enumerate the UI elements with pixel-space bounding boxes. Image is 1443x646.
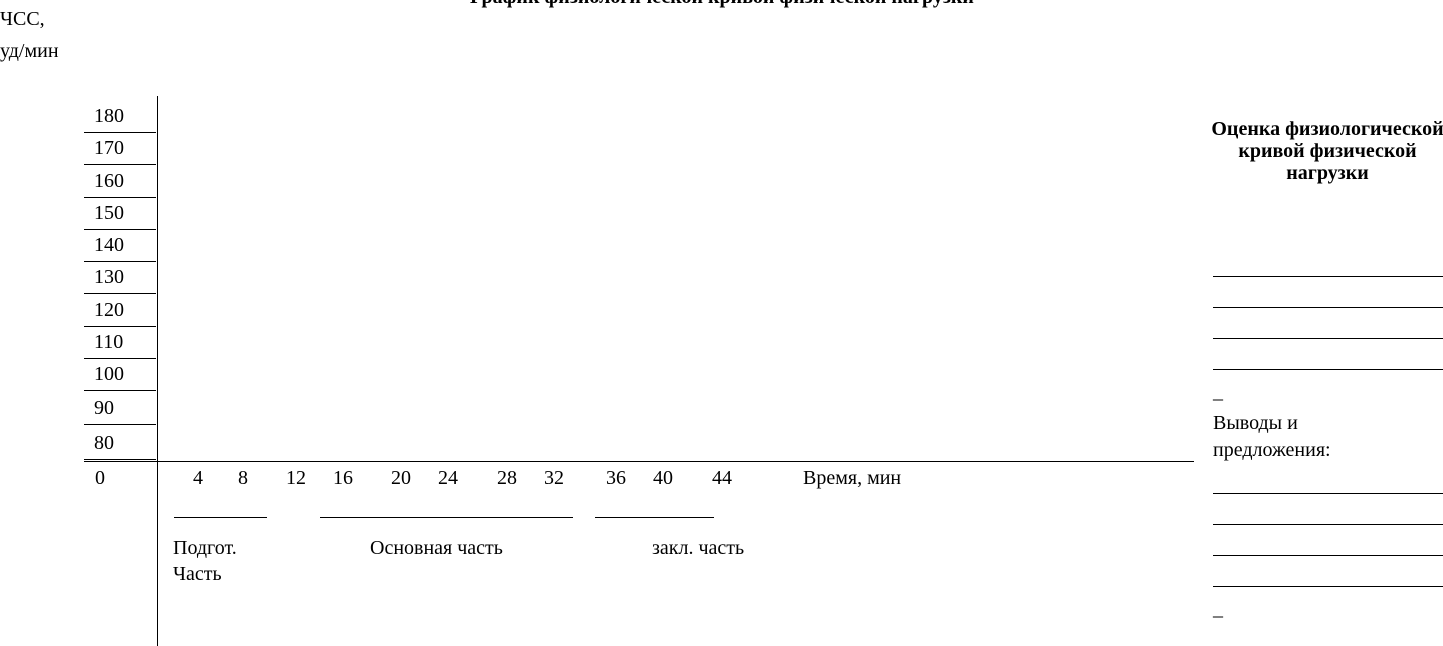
x-tick-label: 4 [193, 467, 203, 489]
x-tick-label: 36 [606, 467, 626, 489]
y-tick-label: 90 [84, 393, 156, 425]
y-tick-label: 100 [84, 359, 156, 391]
evaluation-title: Оценка физиологической кривой физической… [1211, 118, 1443, 184]
section-line-prep [174, 517, 267, 518]
x-tick-label: 44 [712, 467, 732, 489]
blank-line [1213, 524, 1443, 525]
blank-line [1213, 586, 1443, 587]
x-tick-label: 12 [286, 467, 306, 489]
x-tick-label: 20 [391, 467, 411, 489]
y-axis-label-line2: уд/мин [0, 40, 59, 62]
blank-dash: _ [1213, 598, 1223, 620]
x-axis-line [84, 461, 1194, 462]
section-line-final [595, 517, 714, 518]
y-zero-label: 0 [95, 467, 105, 489]
section-prep-label-line1: Подгот. [173, 537, 237, 559]
section-main-label: Основная часть [370, 537, 503, 559]
blank-line [1213, 369, 1443, 370]
y-tick-label: 150 [84, 198, 156, 230]
x-tick-label: 8 [238, 467, 248, 489]
blank-line [1213, 338, 1443, 339]
blank-dash: _ [1213, 381, 1223, 403]
blank-line [1213, 307, 1443, 308]
x-tick-label: 24 [438, 467, 458, 489]
y-axis-label-line1: ЧСС, [0, 8, 45, 30]
y-tick-label: 170 [84, 133, 156, 165]
x-tick-label: 16 [333, 467, 353, 489]
conclusions-label-line1: Выводы и [1213, 412, 1298, 434]
x-tick-label: 40 [653, 467, 673, 489]
section-line-main [320, 517, 573, 518]
y-tick-label: 110 [84, 327, 156, 359]
y-axis-line [157, 96, 158, 646]
y-tick-label: 160 [84, 166, 156, 198]
blank-line [1213, 555, 1443, 556]
y-tick-label: 130 [84, 262, 156, 294]
section-final-label: закл. часть [652, 537, 745, 559]
y-tick-label: 180 [84, 101, 156, 133]
conclusions-label-line2: предложения: [1213, 439, 1331, 461]
page-title: График физиологической кривой физической… [470, 0, 974, 9]
section-prep-label-line2: Часть [173, 563, 222, 585]
blank-line [1213, 276, 1443, 277]
x-axis-label: Время, мин [803, 467, 902, 489]
y-tick-label: 80 [84, 428, 156, 460]
y-tick-label: 140 [84, 230, 156, 262]
x-tick-label: 28 [497, 467, 517, 489]
y-tick-label: 120 [84, 295, 156, 327]
blank-line [1213, 493, 1443, 494]
x-tick-label: 32 [544, 467, 564, 489]
